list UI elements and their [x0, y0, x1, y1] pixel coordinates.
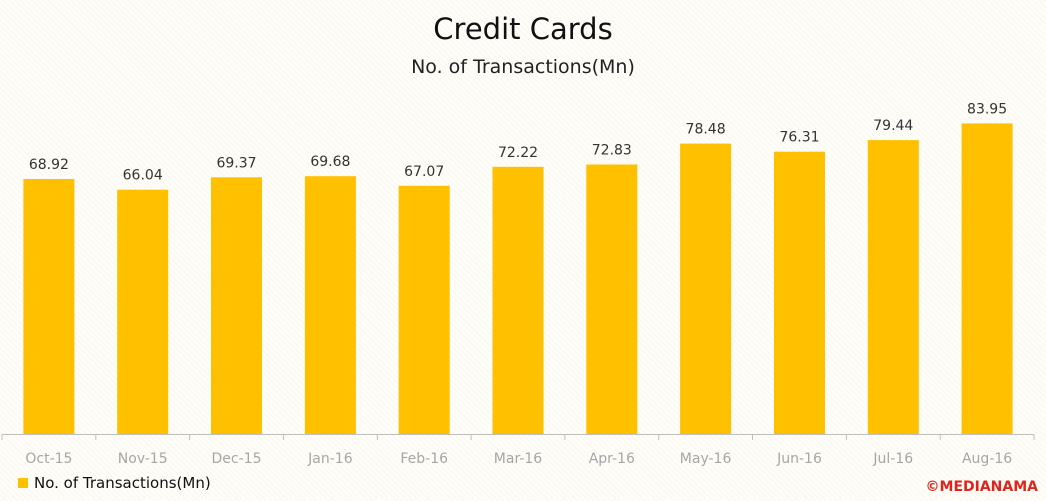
chart-title: Credit Cards — [433, 12, 613, 46]
x-tick-label: Dec-15 — [212, 451, 262, 467]
bar-jul-16 — [867, 140, 919, 434]
x-axis: Oct-15 Nov-15 Dec-15 Jan-16 Feb-16 Mar-16 Apr-… — [1, 434, 1035, 467]
bar-feb-16 — [398, 185, 450, 434]
bar-may-16 — [680, 143, 732, 434]
x-tick-label: Jul-16 — [872, 451, 913, 467]
data-labels-layer: 68.92 66.04 69.37 69.68 67.07 72.22 72.83 78.48… — [29, 101, 1007, 183]
data-label: 76.31 — [779, 130, 819, 146]
x-tick-label: Oct-15 — [25, 451, 72, 467]
data-label: 72.83 — [592, 143, 632, 159]
x-tick-label: Apr-16 — [589, 451, 635, 467]
data-label: 69.68 — [310, 154, 350, 170]
data-label: 78.48 — [686, 122, 726, 138]
x-tick-label: May-16 — [680, 451, 732, 467]
chart-subtitle: No. of Transactions(Mn) — [411, 56, 635, 78]
data-label: 68.92 — [29, 157, 69, 173]
legend: No. of Transactions(Mn) — [18, 474, 211, 492]
x-tick-label: Nov-15 — [118, 451, 168, 467]
bar-apr-16 — [586, 164, 638, 434]
bar-aug-16 — [961, 123, 1013, 435]
bar-jan-16 — [304, 176, 356, 434]
watermark-logo: ©MEDIANAMA — [925, 479, 1038, 495]
data-label: 69.37 — [216, 155, 256, 171]
bars-layer — [23, 123, 1013, 435]
x-tick-label: Feb-16 — [400, 451, 448, 467]
legend-swatch — [18, 478, 28, 488]
x-tick-label: Jan-16 — [307, 451, 353, 467]
data-label: 83.95 — [967, 101, 1007, 117]
legend-label: No. of Transactions(Mn) — [34, 474, 211, 492]
x-tick-label: Mar-16 — [494, 451, 542, 467]
data-label: 67.07 — [404, 164, 444, 180]
data-label: 66.04 — [123, 168, 163, 184]
x-tick-label: Jun-16 — [776, 451, 822, 467]
bar-jun-16 — [774, 151, 825, 434]
data-label: 79.44 — [873, 118, 913, 134]
bar-nov-15 — [117, 189, 169, 434]
x-tick-label: Aug-16 — [962, 451, 1012, 467]
bar-mar-16 — [492, 166, 544, 435]
data-label: 72.22 — [498, 145, 538, 161]
bar-dec-15 — [211, 177, 262, 435]
bar-oct-15 — [23, 179, 75, 434]
